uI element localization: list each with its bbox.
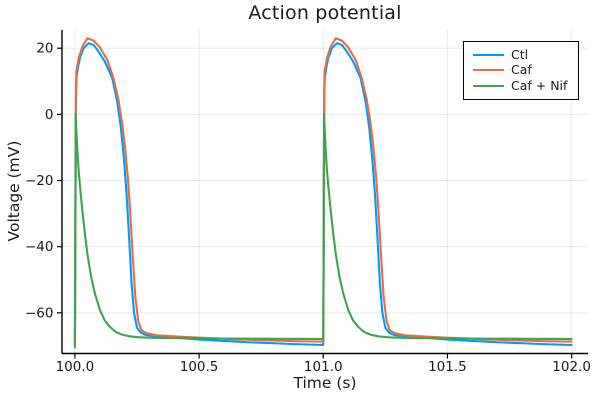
series-line-caf-nif xyxy=(73,113,573,346)
x-tick-label: 100.5 xyxy=(180,359,219,375)
legend: Ctl Caf Caf + Nif xyxy=(463,41,579,100)
y-tick-label: −20 xyxy=(25,173,54,189)
legend-line-swatch xyxy=(473,84,504,87)
y-axis-label: Voltage (mV) xyxy=(5,140,23,242)
series-line-caf xyxy=(73,37,573,347)
y-tick-label: −40 xyxy=(25,239,54,255)
x-tick-label: 101.0 xyxy=(304,359,343,375)
legend-item: Caf + Nif xyxy=(473,78,574,94)
x-tick-label: 100.0 xyxy=(56,359,95,375)
x-axis-label: Time (s) xyxy=(293,374,357,392)
y-tick-label: 20 xyxy=(36,41,53,57)
legend-label: Ctl xyxy=(511,46,529,62)
legend-line-swatch xyxy=(473,69,504,72)
legend-item: Ctl xyxy=(473,47,574,63)
x-tick-label: 102.0 xyxy=(552,359,591,375)
legend-label: Caf + Nif xyxy=(511,77,568,93)
legend-label: Caf xyxy=(511,62,532,77)
chart-title: Action potential xyxy=(248,2,402,24)
y-tick-label: −60 xyxy=(25,305,54,321)
x-tick-label: 101.5 xyxy=(428,359,467,375)
y-tick-label: 0 xyxy=(45,107,54,123)
legend-item: Caf xyxy=(473,63,574,79)
series-line-ctl xyxy=(73,42,573,349)
legend-line-swatch xyxy=(473,53,504,56)
